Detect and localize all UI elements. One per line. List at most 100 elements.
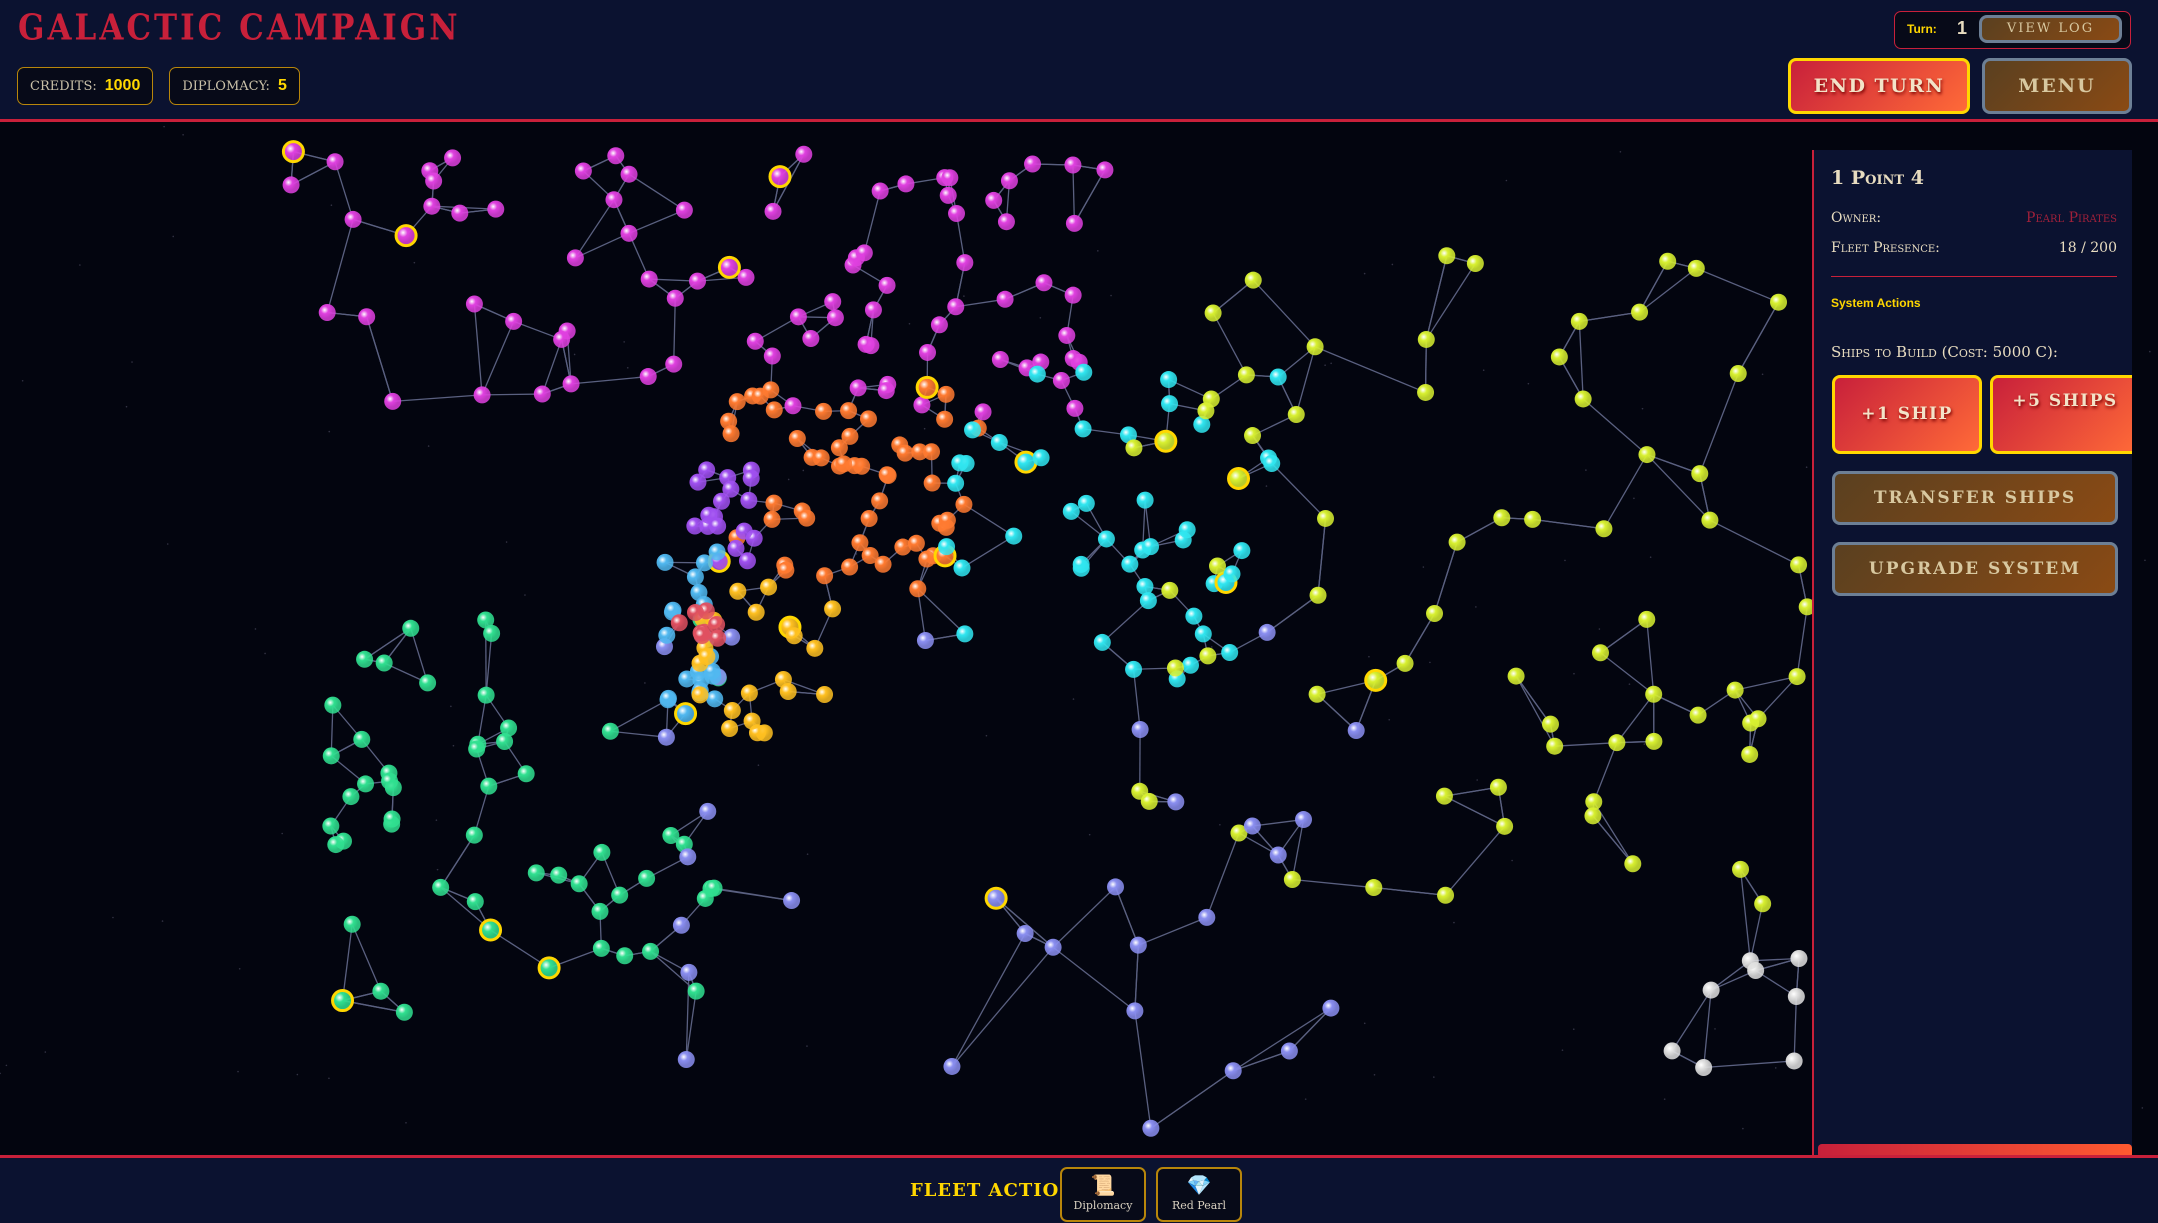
- star-system[interactable]: [709, 629, 727, 647]
- star-system[interactable]: [381, 772, 399, 790]
- star-system[interactable]: [1131, 720, 1149, 738]
- star-system[interactable]: [812, 449, 830, 467]
- star-system[interactable]: [1741, 745, 1759, 763]
- star-system[interactable]: [1438, 247, 1456, 265]
- star-system[interactable]: [1263, 454, 1281, 472]
- star-system[interactable]: [662, 826, 680, 844]
- star-system[interactable]: [675, 201, 693, 219]
- star-system[interactable]: [764, 202, 782, 220]
- menu-button[interactable]: Menu: [1982, 58, 2132, 114]
- star-system[interactable]: [1066, 399, 1084, 417]
- star-system[interactable]: [871, 182, 889, 200]
- star-system[interactable]: [1570, 312, 1588, 330]
- star-system[interactable]: [916, 631, 934, 649]
- star-system[interactable]: [550, 866, 568, 884]
- star-system[interactable]: [864, 301, 882, 319]
- star-system[interactable]: [953, 559, 971, 577]
- star-system[interactable]: [777, 561, 795, 579]
- star-system[interactable]: [951, 454, 969, 472]
- star-system[interactable]: [717, 255, 741, 279]
- star-system[interactable]: [1732, 860, 1750, 878]
- star-system[interactable]: [281, 140, 305, 164]
- star-system[interactable]: [1202, 390, 1220, 408]
- diplomacy-action-button[interactable]: 📜 Diplomacy: [1060, 1167, 1146, 1222]
- star-system[interactable]: [322, 817, 340, 835]
- star-system[interactable]: [722, 425, 740, 443]
- star-system[interactable]: [686, 603, 704, 621]
- star-system[interactable]: [802, 330, 820, 348]
- star-system[interactable]: [861, 546, 879, 564]
- star-system[interactable]: [620, 224, 638, 242]
- star-system[interactable]: [402, 619, 420, 637]
- star-system[interactable]: [1227, 467, 1251, 491]
- star-system[interactable]: [1204, 304, 1222, 322]
- star-system[interactable]: [784, 397, 802, 415]
- star-system[interactable]: [956, 254, 974, 272]
- star-system[interactable]: [1208, 557, 1226, 575]
- star-system[interactable]: [1093, 633, 1111, 651]
- star-system[interactable]: [1306, 338, 1324, 356]
- star-system[interactable]: [1754, 895, 1772, 913]
- star-system[interactable]: [703, 662, 721, 680]
- star-system[interactable]: [505, 312, 523, 330]
- star-system[interactable]: [691, 686, 709, 704]
- star-system[interactable]: [1178, 521, 1196, 539]
- star-system[interactable]: [1524, 510, 1542, 528]
- star-system[interactable]: [1198, 908, 1216, 926]
- star-system[interactable]: [728, 393, 746, 411]
- star-system[interactable]: [687, 982, 705, 1000]
- star-system[interactable]: [638, 869, 656, 887]
- star-system[interactable]: [1347, 722, 1365, 740]
- star-system[interactable]: [344, 210, 362, 228]
- star-system[interactable]: [1044, 938, 1062, 956]
- star-system[interactable]: [955, 495, 973, 513]
- star-system[interactable]: [918, 550, 936, 568]
- star-system[interactable]: [1062, 502, 1080, 520]
- star-system[interactable]: [1161, 581, 1179, 599]
- star-system[interactable]: [473, 386, 491, 404]
- star-system[interactable]: [1244, 427, 1262, 445]
- star-system[interactable]: [1585, 793, 1603, 811]
- star-system[interactable]: [939, 186, 957, 204]
- star-system[interactable]: [871, 492, 889, 510]
- star-system[interactable]: [616, 947, 634, 965]
- star-system[interactable]: [1000, 172, 1018, 190]
- star-system[interactable]: [698, 648, 716, 666]
- star-system[interactable]: [1074, 420, 1092, 438]
- star-system[interactable]: [1541, 715, 1559, 733]
- star-system[interactable]: [1591, 644, 1609, 662]
- star-system[interactable]: [423, 197, 441, 215]
- star-system[interactable]: [1631, 303, 1649, 321]
- star-system[interactable]: [1396, 654, 1414, 672]
- star-system[interactable]: [680, 963, 698, 981]
- star-system[interactable]: [1287, 406, 1305, 424]
- star-system[interactable]: [699, 802, 717, 820]
- star-system[interactable]: [1142, 538, 1160, 556]
- star-system[interactable]: [855, 244, 873, 262]
- upgrade-system-button[interactable]: Upgrade System: [1832, 542, 2118, 596]
- star-system[interactable]: [695, 554, 713, 572]
- star-system[interactable]: [1185, 607, 1203, 625]
- star-system[interactable]: [432, 878, 450, 896]
- star-system[interactable]: [383, 810, 401, 828]
- star-system[interactable]: [816, 567, 834, 585]
- star-system[interactable]: [768, 165, 792, 189]
- star-system[interactable]: [729, 582, 747, 600]
- star-system[interactable]: [915, 375, 939, 399]
- star-system[interactable]: [783, 892, 801, 910]
- star-system[interactable]: [1574, 390, 1592, 408]
- star-system[interactable]: [1121, 555, 1139, 573]
- star-system[interactable]: [835, 455, 853, 473]
- star-system[interactable]: [1638, 446, 1656, 464]
- star-system[interactable]: [1072, 555, 1090, 573]
- star-system[interactable]: [943, 1057, 961, 1075]
- star-system[interactable]: [444, 149, 462, 167]
- star-system[interactable]: [735, 522, 753, 540]
- star-system[interactable]: [517, 765, 535, 783]
- star-system[interactable]: [1663, 1042, 1681, 1060]
- star-system[interactable]: [666, 289, 684, 307]
- star-system[interactable]: [1014, 450, 1038, 474]
- star-system[interactable]: [740, 684, 758, 702]
- star-system[interactable]: [1269, 846, 1287, 864]
- star-system[interactable]: [1230, 824, 1248, 842]
